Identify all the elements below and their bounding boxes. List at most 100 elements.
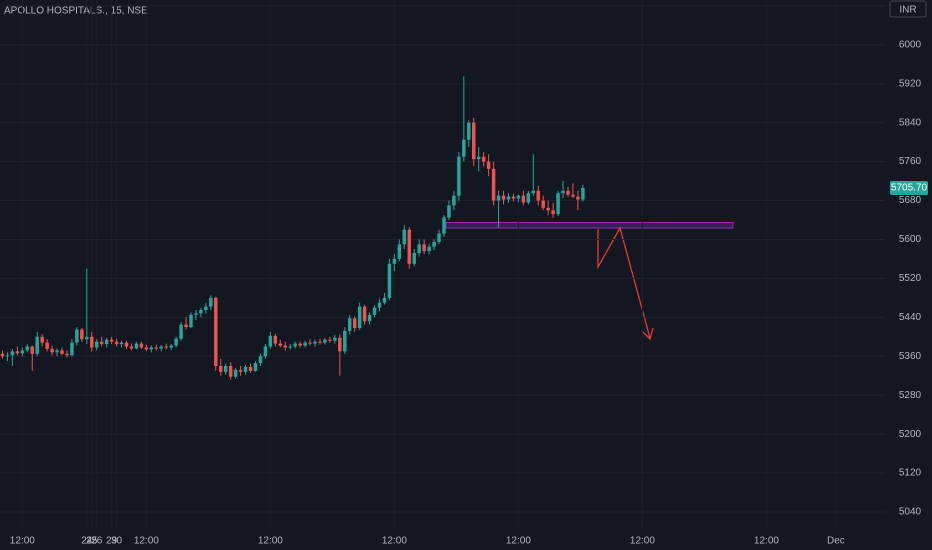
candle-body bbox=[546, 207, 550, 211]
x-tick-label: 12:00 bbox=[754, 536, 779, 547]
currency-badge bbox=[889, 0, 927, 18]
candle-body bbox=[476, 156, 481, 160]
zone-rectangle bbox=[445, 222, 734, 229]
candle-body bbox=[566, 190, 570, 195]
y-tick-label: 5600 bbox=[899, 234, 922, 245]
candle-body bbox=[338, 337, 342, 352]
candle-body bbox=[94, 341, 99, 348]
x-tick-label: 25 bbox=[86, 536, 98, 547]
candle-body bbox=[204, 306, 208, 311]
candle-body bbox=[447, 205, 451, 218]
candle-body bbox=[189, 314, 193, 328]
candle-body bbox=[412, 253, 416, 264]
currency-label: INR bbox=[899, 5, 916, 16]
arrow-head bbox=[641, 327, 654, 341]
candle-body bbox=[114, 341, 119, 345]
candle-body bbox=[5, 355, 10, 357]
candle-body bbox=[179, 324, 183, 339]
candle-body bbox=[159, 346, 163, 349]
candle-body bbox=[45, 342, 49, 349]
candle-body bbox=[491, 168, 496, 201]
candle-body bbox=[30, 346, 34, 354]
candle-body bbox=[536, 190, 540, 201]
candle-body bbox=[209, 297, 213, 307]
candle-body bbox=[258, 356, 263, 364]
candle-body bbox=[556, 193, 560, 215]
candle-body bbox=[50, 348, 54, 353]
candle-body bbox=[486, 161, 491, 169]
candle-body bbox=[352, 318, 357, 329]
x-tick-label: Dec bbox=[827, 536, 845, 547]
candle-body bbox=[303, 342, 307, 346]
candle-body bbox=[328, 339, 332, 341]
candle-body bbox=[55, 350, 59, 353]
candle-body bbox=[481, 156, 486, 162]
candle-body bbox=[362, 306, 367, 322]
y-tick-label: 6000 bbox=[899, 39, 922, 50]
candle-body bbox=[308, 342, 312, 344]
candle-body bbox=[392, 258, 397, 264]
chart-title: APOLLO HOSPITALS., 15, NSE bbox=[4, 6, 148, 17]
candle-body bbox=[273, 335, 278, 344]
candle-body bbox=[422, 244, 426, 252]
last-price-box bbox=[890, 181, 928, 196]
candle-body bbox=[541, 200, 545, 208]
y-tick-label: 5040 bbox=[899, 507, 922, 518]
candle-body bbox=[571, 194, 575, 197]
candle-body bbox=[506, 196, 511, 200]
y-tick-label: 5680 bbox=[899, 195, 922, 206]
last-price-label: 5705.70 bbox=[891, 183, 928, 194]
y-tick-label: 5920 bbox=[899, 78, 922, 89]
candle-body bbox=[397, 244, 402, 259]
candle-body bbox=[576, 196, 580, 200]
x-tick-label: 29 bbox=[106, 536, 118, 547]
candle-body bbox=[333, 337, 337, 341]
candle-body bbox=[154, 347, 159, 349]
candle-body bbox=[511, 196, 516, 199]
y-tick-label: 5280 bbox=[899, 390, 922, 401]
candle-body bbox=[70, 342, 74, 356]
candle-body bbox=[104, 339, 109, 345]
candle-body bbox=[15, 351, 20, 354]
candle-body bbox=[407, 229, 411, 264]
candle-body bbox=[521, 195, 526, 203]
x-tick-label: 12:00 bbox=[506, 536, 531, 547]
candle-body bbox=[20, 350, 25, 354]
candle-body bbox=[437, 233, 441, 242]
candle-body bbox=[288, 346, 292, 348]
candle-body bbox=[323, 339, 327, 343]
candle-body bbox=[387, 263, 392, 298]
candle-body bbox=[313, 341, 317, 344]
candle-body bbox=[124, 342, 129, 347]
marks bbox=[0, 5, 885, 513]
candle-body bbox=[90, 336, 94, 348]
x-tick-label: 12:00 bbox=[258, 536, 283, 547]
candle-body bbox=[169, 345, 173, 348]
x-tick-label: 12:00 bbox=[10, 536, 35, 547]
candle-body bbox=[377, 302, 382, 308]
x-tick-label: 30 bbox=[111, 536, 123, 547]
candle-body bbox=[99, 341, 104, 345]
x-tick-label: 25 bbox=[86, 536, 98, 547]
candle-body bbox=[382, 297, 387, 303]
candle-body bbox=[298, 343, 302, 346]
candle-body bbox=[457, 156, 461, 196]
candle-body bbox=[248, 366, 253, 371]
candle-body bbox=[462, 139, 466, 157]
candle-body bbox=[35, 336, 39, 354]
candle-body bbox=[531, 190, 536, 194]
y-tick-label: 5520 bbox=[899, 273, 922, 284]
candle-body bbox=[109, 339, 114, 342]
y-tick-label: 5840 bbox=[899, 117, 922, 128]
candle-body bbox=[134, 343, 139, 349]
candle-body bbox=[293, 343, 297, 347]
candle-body bbox=[501, 195, 506, 200]
y-tick-label: 5200 bbox=[899, 429, 922, 440]
candle-body bbox=[442, 217, 446, 234]
candle-body bbox=[10, 351, 15, 356]
candle-body bbox=[129, 346, 134, 349]
candle-body bbox=[119, 342, 124, 345]
